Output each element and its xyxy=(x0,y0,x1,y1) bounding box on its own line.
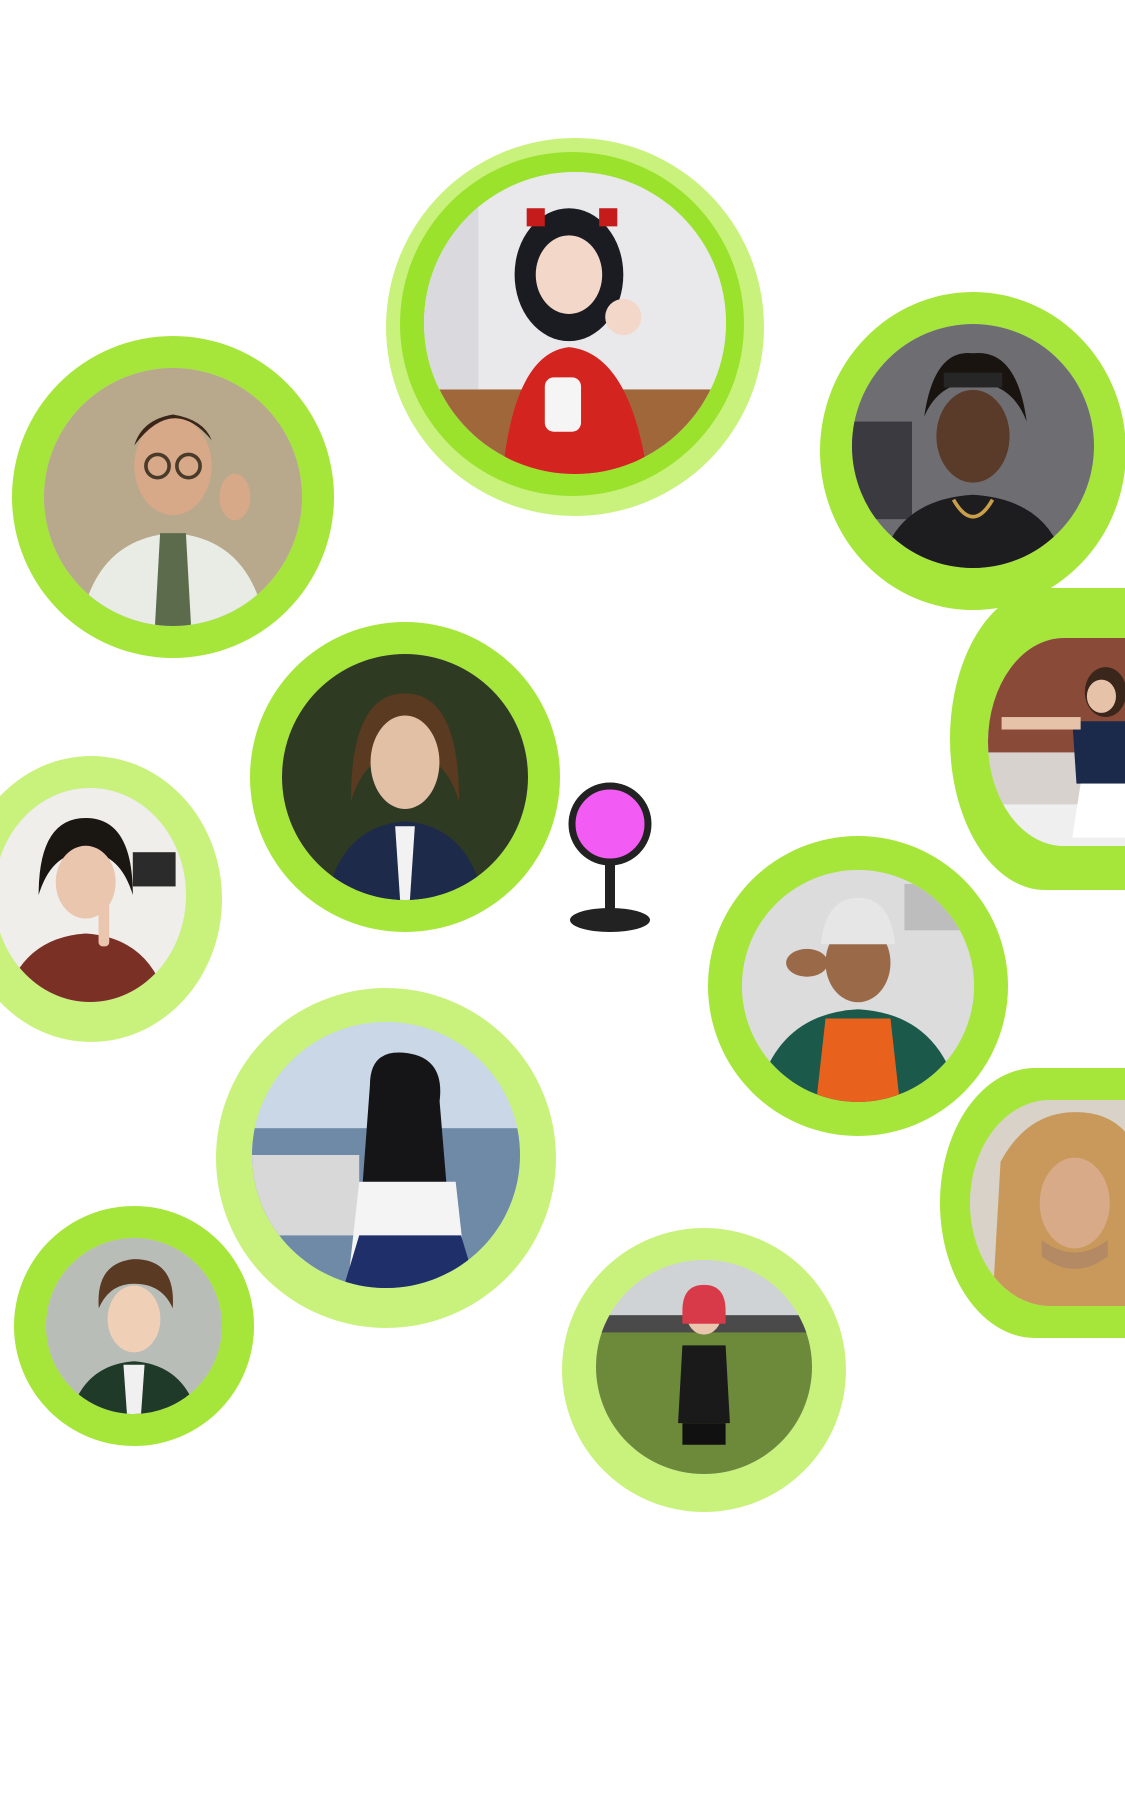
profile-photo-girl-sailor-uniform-icon xyxy=(252,1022,520,1288)
profile-photo-girl-red-dress-icon xyxy=(424,172,726,474)
person-bubble-jersey[interactable] xyxy=(562,1228,846,1512)
profile-photo-man-dreadlocks-icon xyxy=(852,324,1094,568)
profile-photo-girl-dancing-icon xyxy=(988,638,1125,846)
profile-photo-man-beanie-icon xyxy=(742,870,974,1102)
person-bubble-sidegirl[interactable] xyxy=(950,588,1125,890)
person-bubble-curly[interactable] xyxy=(14,1206,254,1446)
profile-photo-man-glasses-icon xyxy=(44,368,302,626)
profile-photo-man-long-hair-icon xyxy=(282,654,528,900)
current-location-pin-icon[interactable] xyxy=(566,780,654,942)
person-bubble-glasses[interactable] xyxy=(12,336,334,658)
person-bubble-finger[interactable] xyxy=(0,756,222,1042)
person-bubble-dreads[interactable] xyxy=(820,292,1125,610)
person-bubble-longhair[interactable] xyxy=(250,622,560,932)
profile-photo-boy-curly-hair-icon xyxy=(46,1238,222,1414)
profile-photo-person-jersey-icon xyxy=(596,1260,812,1474)
profile-photo-man-blond-icon xyxy=(970,1100,1125,1306)
person-bubble-blond[interactable] xyxy=(940,1068,1125,1338)
person-bubble-beanie[interactable] xyxy=(708,836,1008,1136)
profile-photo-girl-finger-on-lip-icon xyxy=(0,788,186,1002)
person-bubble-sailor[interactable] xyxy=(216,988,556,1328)
person-bubble-girl-red[interactable] xyxy=(386,138,764,516)
